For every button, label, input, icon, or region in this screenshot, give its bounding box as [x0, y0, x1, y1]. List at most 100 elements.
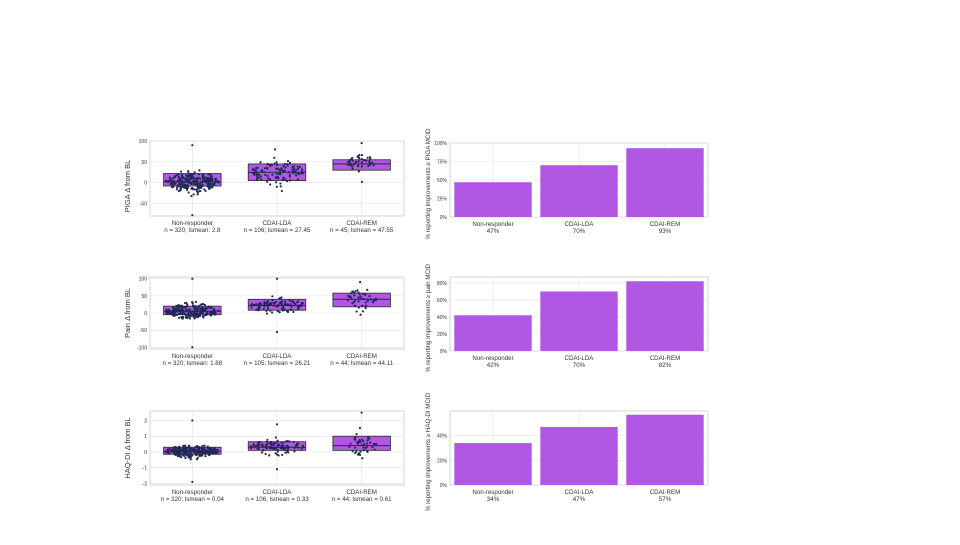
data-point — [271, 295, 274, 298]
data-point — [194, 307, 197, 310]
data-point — [181, 312, 184, 315]
data-point — [189, 458, 192, 461]
data-point — [266, 163, 269, 166]
data-point — [195, 190, 199, 193]
data-point — [284, 440, 287, 443]
data-point — [288, 440, 291, 443]
data-point — [215, 180, 218, 183]
data-point — [281, 441, 285, 444]
data-point — [282, 304, 285, 308]
data-point — [358, 439, 361, 442]
data-point — [189, 452, 192, 455]
data-point — [275, 161, 278, 164]
data-point — [195, 314, 199, 318]
data-point — [175, 188, 179, 191]
data-point — [273, 442, 276, 445]
data-point — [191, 144, 194, 147]
y-axis-title: HAQ-DI Δ from BL — [123, 417, 132, 478]
data-point — [189, 315, 192, 318]
data-point — [255, 172, 258, 175]
data-point — [270, 440, 273, 444]
data-point — [207, 183, 210, 187]
data-point — [191, 300, 194, 304]
data-point — [266, 180, 269, 183]
data-point — [288, 161, 292, 165]
data-point — [262, 449, 265, 452]
data-point — [172, 306, 175, 310]
data-point — [178, 308, 181, 311]
data-point — [174, 452, 177, 455]
data-point — [371, 161, 374, 164]
data-point — [250, 306, 253, 309]
data-point — [206, 447, 209, 450]
data-point — [358, 453, 362, 457]
data-point — [186, 446, 189, 449]
data-point — [281, 453, 284, 457]
y-tick-label: -100 — [137, 345, 147, 351]
data-point — [292, 300, 295, 303]
data-point — [176, 310, 179, 313]
bar-CDAI-REM — [626, 281, 704, 351]
data-point — [293, 171, 297, 174]
data-point — [263, 167, 267, 170]
data-point — [373, 442, 376, 446]
data-point — [203, 176, 206, 179]
data-point — [173, 446, 176, 449]
x-category-label: Non-responder — [472, 221, 513, 228]
data-point — [168, 176, 172, 179]
data-point — [291, 166, 294, 169]
data-point — [365, 445, 369, 448]
data-point — [286, 448, 289, 451]
data-point — [209, 173, 212, 176]
data-point — [206, 313, 209, 316]
data-point — [276, 445, 279, 448]
data-point — [168, 312, 171, 315]
data-point — [177, 316, 181, 319]
data-point — [190, 172, 193, 176]
data-point — [366, 156, 369, 159]
data-point — [349, 442, 352, 445]
data-point — [256, 166, 259, 170]
y-tick-label: 20% — [437, 332, 448, 338]
data-point — [286, 439, 289, 443]
data-point — [196, 176, 199, 179]
data-point — [297, 173, 301, 176]
data-point — [199, 177, 202, 180]
data-point — [350, 165, 354, 168]
data-point — [351, 167, 354, 170]
data-point — [273, 446, 276, 449]
data-point — [269, 443, 273, 446]
data-point — [271, 298, 274, 302]
data-point — [203, 444, 206, 447]
data-point — [357, 306, 360, 309]
bar-Non-responder — [454, 443, 532, 485]
data-point — [182, 306, 185, 309]
data-point — [283, 162, 286, 166]
data-point — [214, 177, 218, 180]
data-point — [283, 169, 286, 172]
data-point — [364, 159, 367, 162]
data-point — [209, 448, 212, 452]
data-point — [208, 453, 211, 456]
data-point — [349, 295, 352, 298]
data-point — [355, 310, 358, 313]
box-CDAI-REM — [332, 292, 391, 308]
data-point — [201, 315, 205, 318]
data-point — [268, 454, 271, 457]
data-point — [359, 313, 362, 316]
data-point — [183, 454, 186, 458]
data-point — [183, 449, 186, 452]
data-point — [296, 442, 299, 445]
data-point — [357, 291, 360, 294]
data-point — [285, 444, 288, 447]
data-point — [351, 302, 354, 305]
data-point — [276, 175, 279, 178]
data-point — [367, 436, 370, 439]
data-point — [359, 281, 362, 284]
x-category-percent: 93% — [659, 228, 672, 235]
data-point — [264, 452, 267, 456]
y-tick-label: 75% — [437, 160, 448, 166]
